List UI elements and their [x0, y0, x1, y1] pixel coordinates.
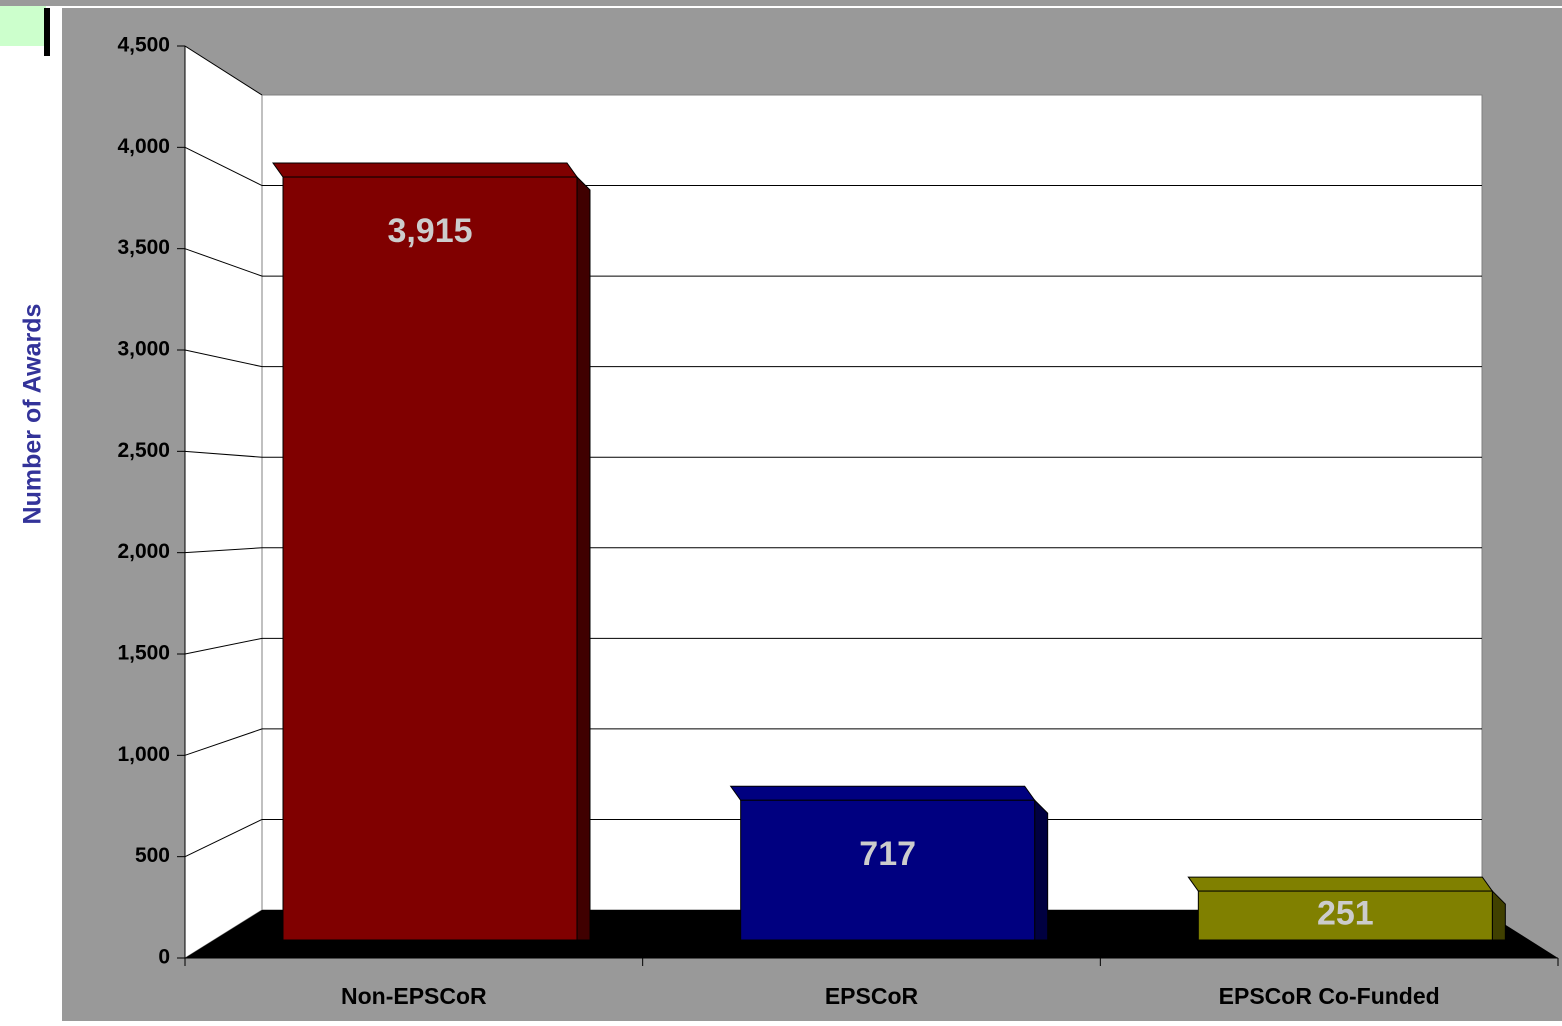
side-grid-line: [184, 450, 263, 458]
side-grid-line: [184, 45, 263, 96]
y-axis-label: Number of Awards: [19, 304, 47, 525]
side-wall: [184, 45, 263, 959]
y-tick-label: 3,000: [117, 338, 170, 361]
top-strip: [0, 0, 1562, 6]
bar: [1197, 890, 1493, 941]
decor-square: [0, 6, 46, 46]
side-grid-line: [184, 637, 263, 655]
side-grid-line: [184, 146, 263, 187]
side-grid-line: [184, 728, 263, 756]
y-tick-label: 500: [135, 844, 170, 867]
y-tick-label: 4,500: [117, 34, 170, 57]
bar-top: [272, 162, 578, 178]
bar-side: [576, 175, 591, 941]
bar: [282, 176, 578, 941]
y-tick-label: 0: [158, 946, 170, 969]
side-grid-line: [184, 547, 263, 554]
value-label: 3,915: [387, 212, 472, 250]
x-tick-label: EPSCoR: [825, 983, 919, 1009]
side-grid-line: [184, 818, 263, 858]
value-label: 251: [1317, 895, 1374, 933]
bar-top: [1187, 876, 1494, 892]
y-tick-label: 1,500: [117, 642, 170, 665]
y-tick-label: 2,500: [117, 439, 170, 462]
decor-bar: [44, 8, 50, 56]
bar-top: [729, 785, 1036, 801]
value-label: 717: [859, 835, 916, 873]
x-tick-label: EPSCoR Co-Funded: [1219, 983, 1440, 1009]
y-tick-label: 1,000: [117, 743, 170, 766]
y-tick-label: 4,000: [117, 135, 170, 158]
bar: [740, 799, 1036, 941]
bar-side: [1034, 799, 1049, 941]
side-grid-line: [184, 349, 263, 368]
y-tick-label: 3,500: [117, 236, 170, 259]
side-grid-line: [184, 248, 263, 277]
y-tick-label: 2,000: [117, 540, 170, 563]
x-tick-label: Non-EPSCoR: [341, 983, 487, 1009]
